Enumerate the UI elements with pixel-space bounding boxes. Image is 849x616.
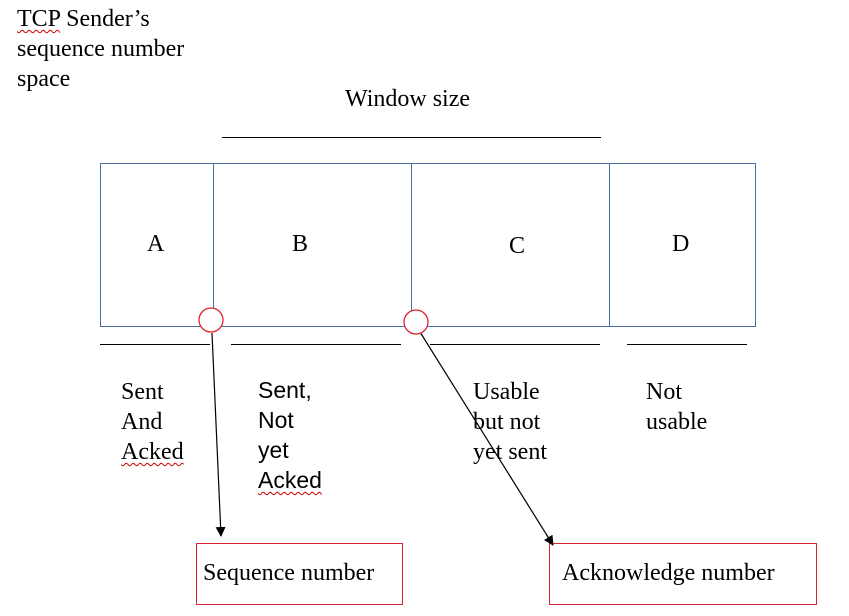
caption-sent-not-acked: Sent, Not yet Acked [258, 375, 322, 495]
caption-line: yet sent [473, 439, 547, 465]
acknowledge-number-box: Acknowledge number [549, 543, 817, 605]
acknowledge-arrow [419, 331, 554, 546]
divider-c-d [609, 164, 610, 326]
window-size-label: Window size [345, 86, 471, 112]
sequence-space-boxes: A B C D [100, 163, 756, 327]
sequence-number-label: Sequence number [203, 560, 375, 586]
caption-line: Acked [258, 467, 322, 493]
underline-b [231, 344, 401, 345]
title-word-sender: Sender’s [60, 6, 150, 32]
segment-a: A [147, 231, 165, 257]
title-word-tcp: TCP [17, 6, 61, 32]
underline-a [100, 344, 210, 345]
caption-usable: Usable but not yet sent [473, 377, 547, 467]
sequence-marker-circle [198, 307, 224, 333]
segment-c: C [509, 233, 526, 259]
divider-b-c [411, 164, 412, 326]
diagram-title: TCP Sender’s sequence number space [17, 4, 247, 94]
caption-line: Not [258, 407, 294, 433]
divider-a-b [213, 164, 214, 326]
caption-line: Acked [121, 439, 184, 465]
caption-line: yet [258, 437, 289, 463]
title-line-3: space [17, 66, 71, 92]
sequence-number-box: Sequence number [196, 543, 403, 605]
caption-line: Sent, [258, 377, 312, 403]
caption-line: usable [646, 409, 708, 435]
underline-c [430, 344, 600, 345]
segment-b: B [292, 231, 309, 257]
acknowledge-marker-circle [403, 309, 429, 335]
caption-line: And [121, 409, 163, 435]
caption-line: Usable [473, 379, 540, 405]
window-size-line [222, 137, 601, 138]
caption-not-usable: Not usable [646, 377, 707, 437]
caption-line: Not [646, 379, 682, 405]
segment-d: D [672, 231, 690, 257]
acknowledge-number-label: Acknowledge number [562, 560, 775, 586]
title-line-2: sequence number [17, 36, 185, 62]
caption-line: but not [473, 409, 541, 435]
caption-line: Sent [121, 379, 164, 405]
underline-d [627, 344, 747, 345]
sequence-arrow [211, 332, 226, 537]
caption-sent-acked: Sent And Acked [121, 377, 184, 467]
